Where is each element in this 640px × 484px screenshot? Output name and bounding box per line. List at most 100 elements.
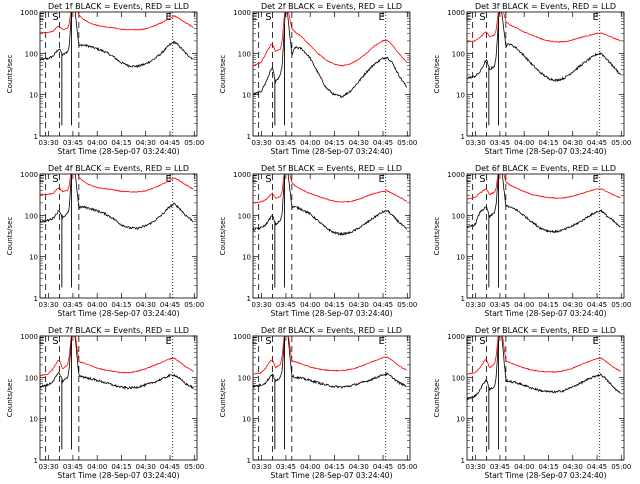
event-marker-label: E [39,174,45,185]
x-tick-label: 04:15 [324,301,344,309]
event-marker-label: E [466,12,472,23]
panel-det-9: Det 9f BLACK = Events, RED = LLD 1 10 100 10… [433,326,631,480]
panel-title: Det 9f BLACK = Events, RED = LLD [475,326,616,335]
x-tick-label: 03:45 [276,301,296,309]
x-tick-label: 05:00 [611,139,631,147]
x-tick-label: 04:00 [514,139,534,147]
series-events-line [40,336,194,390]
x-tick-label: 05:00 [611,301,631,309]
event-marker-label: E [593,174,599,185]
event-marker-label: E [39,336,45,347]
event-marker-label: E [593,12,599,23]
y-tick-label: 1 [461,295,465,303]
x-tick-label: 03:45 [490,463,510,471]
x-tick-label: 04:30 [136,463,156,471]
series-events-line [467,12,621,83]
series-lld-line [253,12,407,67]
y-tick-label: 100 [25,374,38,382]
panel-title: Det 2f BLACK = Events, RED = LLD [261,2,402,11]
y-tick-label: 1000 [20,171,38,179]
y-tick-label: 1 [34,133,38,141]
event-marker-label: E [466,174,472,185]
x-tick-label: 05:00 [611,463,631,471]
plot-frame [252,173,411,299]
x-tick-label: 04:00 [514,301,534,309]
x-tick-label: 03:30 [39,139,59,147]
event-marker-label: S [265,174,271,185]
y-tick-label: 1 [247,133,251,141]
x-tick-label: 04:15 [111,139,131,147]
y-axis-label: Counts/sec [6,379,14,418]
x-axis-label: Start Time (28-Sep-07 03:24:40) [485,309,607,318]
y-tick-label: 10 [29,92,38,100]
y-tick-label: 100 [238,50,251,58]
x-tick-label: 03:30 [252,301,272,309]
x-tick-label: 04:00 [514,463,534,471]
x-tick-label: 05:00 [397,301,417,309]
plot-frame [466,173,625,299]
y-axis-label: Counts/sec [219,217,227,256]
x-tick-label: 03:45 [490,139,510,147]
y-tick-label: 10 [242,92,251,100]
y-tick-label: 100 [452,212,465,220]
series-events-line [40,174,194,230]
event-marker-label: E [593,336,599,347]
y-tick-label: 1 [247,295,251,303]
event-marker-label: S [52,174,58,185]
event-marker-label: E [252,174,258,185]
x-tick-label: 04:00 [87,463,107,471]
y-tick-label: 10 [29,254,38,262]
x-tick-label: 04:00 [87,139,107,147]
event-marker-label: S [479,174,485,185]
event-marker-label: E [166,174,172,185]
y-tick-label: 1000 [447,333,465,341]
plot-frame [466,11,625,137]
plot-frame [39,335,198,461]
panel-det-3: Det 3f BLACK = Events, RED = LLD 1 10 100 10… [433,2,631,156]
x-tick-label: 04:30 [349,139,369,147]
series-lld-line [40,336,194,377]
plot-frame [252,335,411,461]
x-tick-label: 04:30 [136,139,156,147]
y-tick-label: 10 [29,416,38,424]
x-tick-label: 04:45 [373,139,393,147]
x-axis-label: Start Time (28-Sep-07 03:24:40) [58,471,180,480]
x-tick-label: 03:30 [252,139,272,147]
y-tick-label: 1000 [447,171,465,179]
x-tick-label: 04:45 [373,463,393,471]
x-tick-label: 04:15 [111,463,131,471]
panel-title: Det 1f BLACK = Events, RED = LLD [48,2,189,11]
x-tick-label: 04:30 [136,301,156,309]
panel-title: Det 3f BLACK = Events, RED = LLD [475,2,616,11]
x-tick-label: 04:45 [160,463,180,471]
x-axis-label: Start Time (28-Sep-07 03:24:40) [58,309,180,318]
panel-det-4: Det 4f BLACK = Events, RED = LLD 1 10 100 10… [6,164,204,318]
panel-det-1: Det 1f BLACK = Events, RED = LLD 1 10 100 10… [6,2,204,156]
panel-det-6: Det 6f BLACK = Events, RED = LLD 1 10 100 10… [433,164,631,318]
event-marker-label: E [39,12,45,23]
x-tick-label: 03:45 [63,301,83,309]
y-tick-label: 1000 [233,9,251,17]
y-tick-label: 10 [456,92,465,100]
x-tick-label: 03:45 [63,463,83,471]
event-marker-label: S [265,12,271,23]
panel-det-7: Det 7f BLACK = Events, RED = LLD 1 10 100 10… [6,326,204,480]
y-tick-label: 1 [461,133,465,141]
y-axis-label: Counts/sec [433,217,441,256]
event-marker-label: S [52,12,58,23]
x-tick-label: 04:00 [87,301,107,309]
x-tick-label: 03:45 [276,463,296,471]
y-tick-label: 10 [242,416,251,424]
event-marker-label: E [252,12,258,23]
panel-det-8: Det 8f BLACK = Events, RED = LLD 1 10 100 10… [219,326,417,480]
x-tick-label: 04:45 [160,301,180,309]
y-tick-label: 10 [456,416,465,424]
y-axis-label: Counts/sec [219,55,227,94]
x-tick-label: 04:30 [563,301,583,309]
x-tick-label: 05:00 [184,139,204,147]
x-axis-label: Start Time (28-Sep-07 03:24:40) [58,147,180,156]
x-tick-label: 05:00 [184,301,204,309]
panel-title: Det 4f BLACK = Events, RED = LLD [48,164,189,173]
series-events-line [467,174,621,234]
